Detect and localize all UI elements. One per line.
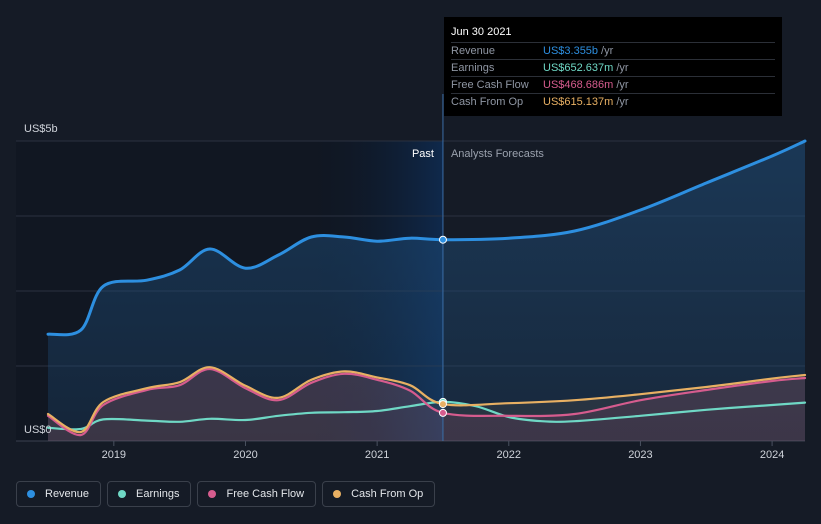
tooltip-label: Free Cash Flow	[451, 79, 529, 91]
tooltip-unit: /yr	[616, 79, 629, 91]
tooltip-unit: /yr	[601, 45, 614, 57]
legend-label: Cash From Op	[351, 488, 424, 500]
tooltip-value: US$3.355b	[543, 45, 599, 57]
tooltip-label: Cash From Op	[451, 96, 524, 108]
legend-dot-icon	[27, 490, 35, 498]
tooltip-label: Revenue	[451, 45, 496, 57]
legend-item-cash-from-op[interactable]: Cash From Op	[322, 481, 436, 507]
legend-label: Earnings	[136, 488, 180, 500]
tooltip-date: Jun 30 2021	[451, 25, 775, 43]
legend-label: Free Cash Flow	[226, 488, 305, 500]
x-tick-label: 2024	[760, 449, 784, 461]
tooltip-row-free-cash-flow: Free Cash Flow US$468.686m /yr	[451, 77, 775, 94]
cash-from-op-marker	[438, 400, 447, 409]
legend-item-free-cash-flow[interactable]: Free Cash Flow	[197, 481, 317, 507]
revenue-area	[48, 141, 805, 441]
y-tick-label: US$0	[24, 424, 52, 436]
free-cash-flow-line	[46, 367, 807, 437]
earnings-line	[46, 400, 807, 431]
x-tick-label: 2023	[628, 449, 652, 461]
y-tick-label: US$5b	[24, 123, 58, 135]
revenue-marker	[438, 235, 447, 244]
legend: Revenue Earnings Free Cash Flow Cash Fro…	[16, 481, 436, 507]
x-tick-label: 2021	[365, 449, 389, 461]
tooltip-unit: /yr	[616, 62, 629, 74]
revenue-line	[46, 139, 807, 337]
legend-label: Revenue	[45, 488, 90, 500]
x-tick-label: 2020	[233, 449, 257, 461]
x-tick-label: 2019	[102, 449, 126, 461]
free-cash-flow-marker	[438, 408, 447, 417]
tooltip-value: US$468.686m	[543, 79, 614, 91]
legend-dot-icon	[333, 490, 342, 498]
x-tick-label: 2022	[497, 449, 521, 461]
tooltip-unit: /yr	[616, 96, 629, 108]
legend-dot-icon	[118, 490, 127, 498]
cash-from-op-line	[46, 366, 807, 434]
tooltip-value: US$652.637m	[543, 62, 614, 74]
tooltip-label: Earnings	[451, 62, 495, 74]
tooltip: Jun 30 2021 Revenue US$3.355b /yr Earnin…	[444, 17, 782, 116]
tooltip-row-cash-from-op: Cash From Op US$615.137m /yr	[451, 94, 775, 110]
past-label: Past	[412, 148, 434, 160]
tooltip-row-earnings: Earnings US$652.637m /yr	[451, 60, 775, 77]
tooltip-row-revenue: Revenue US$3.355b /yr	[451, 43, 775, 60]
forecast-label: Analysts Forecasts	[451, 148, 544, 160]
legend-item-revenue[interactable]: Revenue	[16, 481, 102, 507]
legend-item-earnings[interactable]: Earnings	[107, 481, 192, 507]
tooltip-value: US$615.137m	[543, 96, 614, 108]
legend-dot-icon	[208, 490, 217, 498]
